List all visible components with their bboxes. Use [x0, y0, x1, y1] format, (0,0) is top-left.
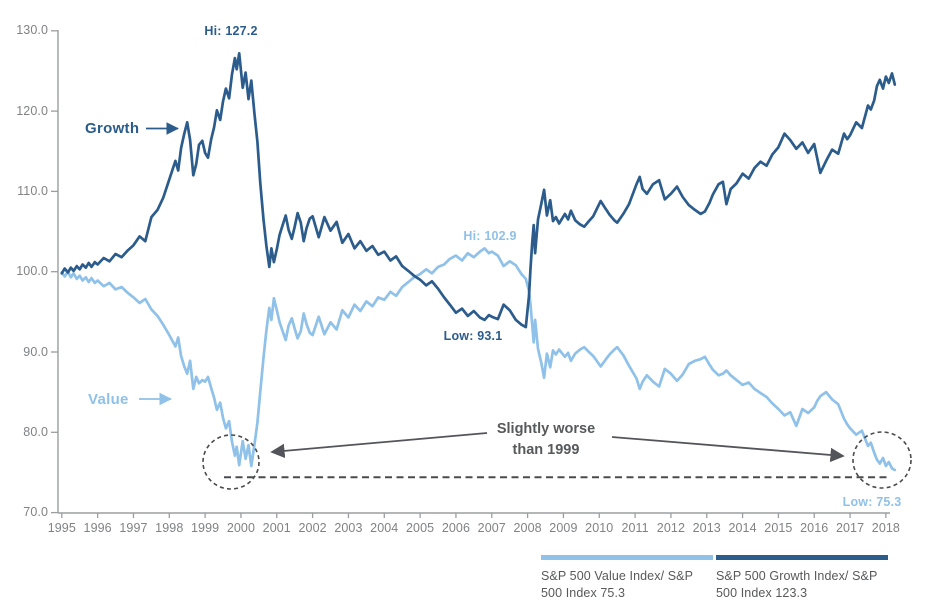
x-tick-label: 2002 — [298, 521, 327, 535]
legend-item-growth: S&P 500 Growth Index/ S&P 500 Index 123.… — [716, 555, 891, 601]
growth-hi-annotation: Hi: 127.2 — [204, 24, 258, 38]
x-tick-label: 2013 — [692, 521, 721, 535]
legend-label-growth: S&P 500 Growth Index/ S&P 500 Index 123.… — [716, 569, 878, 600]
x-tick-label: 2000 — [226, 521, 256, 535]
x-tick-label: 2017 — [835, 521, 865, 535]
x-tick-label: 2003 — [334, 521, 363, 535]
dashed-circle-1999-low — [202, 434, 260, 490]
x-tick-label: 2015 — [764, 521, 793, 535]
x-tick-label: 2010 — [585, 521, 614, 535]
x-tick-label: 2012 — [656, 521, 686, 535]
growth-line — [60, 51, 897, 329]
y-tick-label: 130.0 — [16, 23, 48, 38]
x-tick-label: 2007 — [477, 521, 506, 535]
x-tick-label: 1998 — [155, 521, 184, 535]
value-series-label: Value — [88, 391, 129, 408]
callout-arrow-right — [611, 436, 845, 463]
x-tick-label: 2001 — [262, 521, 291, 535]
callout-line-2: than 1999 — [512, 442, 580, 459]
y-tick-label: 110.0 — [17, 183, 48, 198]
legend-label-value: S&P 500 Value Index/ S&P 500 Index 75.3 — [541, 569, 693, 600]
legend-item-value: S&P 500 Value Index/ S&P 500 Index 75.3 — [541, 555, 716, 601]
x-tick-label: 1999 — [191, 521, 220, 535]
chart-canvas — [51, 30, 912, 518]
annotation-shapes — [139, 122, 912, 490]
axis-tick-marks — [51, 30, 887, 518]
x-tick-label: 2014 — [728, 521, 757, 535]
y-tick-label: 80.0 — [23, 424, 48, 439]
x-tick-label: 1995 — [47, 521, 76, 535]
series-lines — [60, 51, 897, 472]
callout-slightly-worse: Slightly worse than 1999 — [470, 419, 622, 461]
y-tick-label: 120.0 — [16, 103, 48, 118]
y-tick-label: 90.0 — [23, 344, 48, 359]
legend-swatch-value — [541, 555, 713, 560]
growth-low-annotation: Low: 93.1 — [443, 329, 503, 343]
value-low-annotation: Low: 75.3 — [842, 495, 902, 509]
x-tick-label: 2005 — [405, 521, 435, 535]
x-tick-label: 2018 — [871, 521, 900, 535]
callout-arrow-left — [270, 432, 488, 459]
x-tick-label: 2004 — [370, 521, 399, 535]
x-tick-label: 1997 — [119, 521, 148, 535]
dashed-circle-2018-low — [852, 431, 912, 489]
x-tick-label: 2011 — [621, 521, 649, 535]
x-tick-label: 2016 — [800, 521, 829, 535]
y-tick-label: 100.0 — [16, 264, 48, 279]
legend: S&P 500 Value Index/ S&P 500 Index 75.3 … — [541, 555, 891, 601]
y-tick-label: 70.0 — [23, 505, 48, 520]
value-line — [60, 247, 897, 472]
legend-swatch-growth — [716, 555, 888, 560]
x-tick-label: 2008 — [513, 521, 542, 535]
x-tick-label: 2009 — [549, 521, 578, 535]
value-hi-annotation: Hi: 102.9 — [463, 229, 517, 243]
x-tick-label: 1996 — [83, 521, 112, 535]
callout-line-1: Slightly worse — [496, 421, 596, 437]
x-tick-label: 2006 — [441, 521, 471, 535]
growth-series-label: Growth — [85, 120, 140, 137]
